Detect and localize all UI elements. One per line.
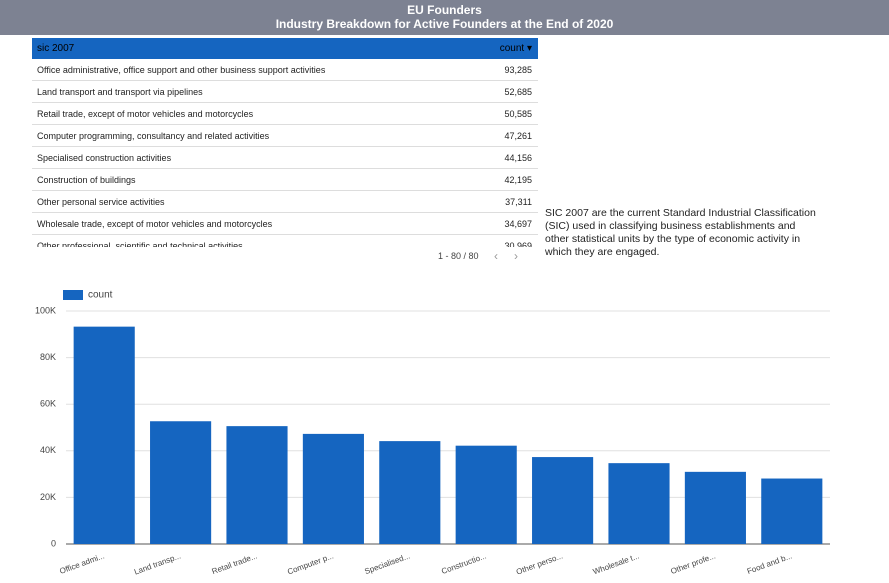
x-tick-label: Land transp... (133, 551, 182, 576)
sic-cell: Wholesale trade, except of motor vehicle… (37, 218, 273, 229)
title: EU Founders (407, 3, 482, 17)
bar (684, 471, 746, 544)
header: EU Founders Industry Breakdown for Activ… (0, 0, 889, 35)
y-tick-label: 0 (51, 538, 56, 548)
table-row[interactable]: Specialised construction activities 44,15… (32, 147, 538, 169)
y-tick-label: 20K (40, 492, 56, 502)
x-tick-label: Computer p... (286, 551, 335, 576)
count-cell: 93,285 (504, 64, 532, 75)
bar (608, 463, 670, 544)
count-cell: 44,156 (504, 152, 532, 163)
column-header[interactable]: sic 2007 (37, 43, 75, 54)
sic-cell: Construction of buildings (37, 174, 136, 185)
bar (379, 441, 441, 544)
bar (761, 478, 823, 544)
x-tick-label: Wholesale t... (592, 551, 641, 576)
y-tick-label: 60K (40, 399, 56, 409)
table-header: sic 2007 count ▾ (32, 38, 538, 59)
table-row[interactable]: Computer programming, consultancy and re… (32, 125, 538, 147)
page-arrows[interactable]: ‹› (494, 249, 534, 263)
sic-cell: Land transport and transport via pipelin… (37, 86, 203, 97)
sic-cell: Other professional, scientific and techn… (37, 240, 243, 248)
bar (455, 445, 517, 544)
table-row[interactable]: Office administrative, office support an… (32, 59, 538, 81)
count-cell: 34,697 (504, 218, 532, 229)
x-tick-label: Office admi... (58, 551, 105, 576)
table-row[interactable]: Other professional, scientific and techn… (32, 235, 538, 248)
x-tick-label: Food and b... (746, 551, 793, 576)
y-tick-label: 100K (35, 305, 56, 315)
table-row[interactable]: Other personal service activities 37,311 (32, 191, 538, 213)
x-tick-label: Other perso... (515, 551, 564, 576)
table-row[interactable]: Wholesale trade, except of motor vehicle… (32, 213, 538, 235)
subtitle: Industry Breakdown for Active Founders a… (275, 17, 614, 31)
sic-cell: Retail trade, except of motor vehicles a… (37, 108, 254, 119)
y-tick-label: 40K (40, 445, 56, 455)
count-cell: 30,969 (504, 240, 532, 248)
sic-cell: Other personal service activities (37, 196, 165, 207)
y-tick-label: 80K (40, 352, 56, 362)
sic-cell: Office administrative, office support an… (37, 64, 326, 75)
table: sic 2007 count ▾ Office administrative, … (32, 38, 538, 247)
pagination: 1 - 80 / 80 (438, 251, 479, 261)
legend-swatch (63, 290, 83, 300)
x-tick-label: Other profe... (669, 551, 716, 576)
bar (73, 326, 135, 544)
table-row[interactable]: Retail trade, except of motor vehicles a… (32, 103, 538, 125)
bar (302, 433, 364, 544)
count-cell: 50,585 (504, 108, 532, 119)
bar (532, 457, 594, 544)
count-cell: 52,685 (504, 86, 532, 97)
table-row[interactable]: Land transport and transport via pipelin… (32, 81, 538, 103)
bar (150, 421, 212, 544)
note: SIC 2007 are the current Standard Indust… (545, 207, 816, 258)
count-cell: 47,261 (504, 130, 532, 141)
sic-cell: Computer programming, consultancy and re… (37, 130, 270, 141)
count-cell: 42,195 (504, 174, 532, 185)
sic-cell: Specialised construction activities (37, 152, 172, 163)
x-tick-label: Constructio... (440, 551, 487, 576)
table-row[interactable]: Construction of buildings 42,195 (32, 169, 538, 191)
count-cell: 37,311 (505, 196, 532, 207)
bar (226, 426, 288, 544)
column-header-text[interactable]: count (499, 43, 525, 54)
column-header[interactable]: count ▾ (499, 43, 532, 54)
x-tick-label: Retail trade... (211, 551, 259, 576)
x-tick-label: Specialised... (363, 551, 411, 576)
legend-label: count (88, 290, 113, 301)
